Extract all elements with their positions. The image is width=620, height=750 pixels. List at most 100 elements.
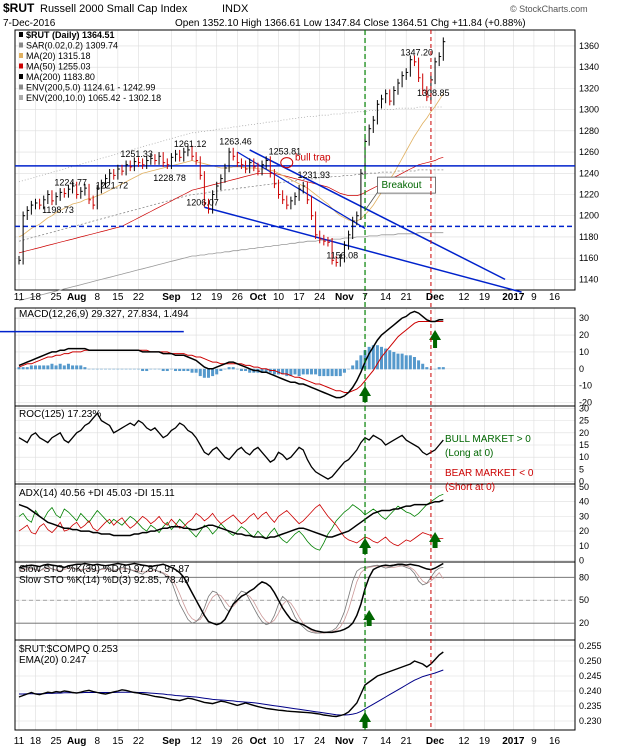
macd-histogram-bar (227, 367, 231, 370)
y-tick-label: 30 (579, 511, 589, 521)
macd-histogram-bar (136, 368, 140, 370)
x-axis-label-bottom: 2017 (502, 736, 525, 747)
macd-histogram-bar (87, 368, 91, 370)
x-axis-label-bottom: 9 (531, 736, 537, 747)
macd-histogram-bar (338, 368, 342, 377)
macd-histogram-bar (417, 360, 421, 370)
macd-histogram-bar (112, 368, 116, 370)
macd-histogram-bar (437, 367, 441, 370)
x-axis-label-bottom: 7 (362, 736, 368, 747)
legend-swatch (19, 74, 23, 79)
x-axis-label-bottom: 24 (314, 736, 326, 747)
macd-histogram-bar (161, 368, 165, 372)
legend-swatch (19, 32, 23, 37)
price-annotation: 1263.46 (219, 136, 252, 146)
macd-histogram-bar (38, 365, 42, 370)
macd-histogram-bar (285, 368, 289, 377)
buy-arrow-icon (429, 532, 442, 548)
price-annotation: 1261.12 (174, 139, 207, 149)
macd-histogram-bar (145, 368, 149, 372)
macd-histogram-bar (425, 367, 429, 370)
macd-histogram-bar (235, 368, 239, 370)
y-tick-label: 1240 (579, 168, 599, 178)
price-annotation: 1308.85 (417, 88, 450, 98)
minus-di-line (18, 504, 444, 547)
macd-histogram-bar (219, 368, 223, 372)
macd-histogram-bar (404, 355, 408, 370)
legend-swatch (19, 42, 23, 48)
price-annotation: 1224.77 (54, 177, 87, 187)
macd-histogram-bar (178, 368, 182, 372)
x-axis-label-top: 18 (30, 292, 42, 303)
macd-histogram-bar (248, 368, 252, 373)
macd-histogram-bar (149, 368, 153, 370)
macd-histogram-bar (174, 368, 178, 372)
y-tick-label: 5 (579, 464, 584, 474)
panel-frame (14, 639, 576, 731)
sto14-legend: Slow STO %K(14) %D(3) 92.85, 78.49 (19, 575, 190, 586)
macd-histogram-bar (371, 345, 375, 370)
y-tick-label: 10 (579, 541, 589, 551)
x-axis-label-top: 16 (549, 292, 561, 303)
macd-histogram-bar (141, 368, 145, 372)
ratio-legend: $RUT:$COMPQ 0.253 (19, 644, 118, 655)
y-tick-label: 50 (579, 595, 589, 605)
bear-market-subnote: (Short at 0) (445, 482, 495, 493)
ma20-line (18, 93, 444, 238)
x-axis-label-top: 25 (51, 292, 63, 303)
legend-swatch (19, 84, 23, 90)
y-tick-label: 20 (579, 330, 589, 340)
x-axis-label-bottom: 15 (112, 736, 124, 747)
y-tick-label: 30 (579, 313, 589, 323)
macd-histogram-bar (388, 350, 392, 370)
macd-histogram-bar (396, 353, 400, 370)
x-axis-label-bottom: 11 (14, 736, 25, 747)
y-tick-label: 40 (579, 497, 589, 507)
macd-histogram-bar (66, 363, 70, 370)
ratio-ema-legend: EMA(20) 0.247 (19, 655, 87, 666)
macd-histogram-bar (297, 368, 301, 377)
y-tick-label: 0.250 (579, 656, 602, 666)
brand-label: © StockCharts.com (510, 4, 588, 14)
x-axis-label-top: Aug (67, 292, 86, 303)
buy-arrow-icon (363, 610, 376, 626)
macd-histogram-bar (132, 368, 136, 370)
y-tick-label: 0 (579, 364, 584, 374)
macd-histogram-bar (421, 363, 425, 370)
macd-histogram-bar (165, 368, 169, 372)
macd-histogram-bar (75, 365, 79, 370)
x-axis-label-top: 19 (211, 292, 223, 303)
buy-arrow-icon (359, 538, 372, 554)
price-annotation: 1347.20 (400, 48, 433, 58)
ratio-line (18, 651, 444, 718)
y-tick-label: 1140 (579, 274, 598, 284)
x-axis-label-bottom: Oct (250, 736, 267, 747)
macd-histogram-bar (95, 368, 99, 370)
macd-histogram-bar (400, 353, 404, 370)
price-legend-item: ENV(200,10.0) 1065.42 - 1302.18 (26, 93, 161, 103)
y-tick-label: 20 (579, 526, 589, 536)
legend-swatch (19, 63, 23, 69)
x-axis-label-bottom: 18 (30, 736, 42, 747)
y-tick-label: 20 (579, 428, 589, 438)
price-legend-item: SAR(0.02,0.2) 1309.74 (26, 41, 118, 51)
macd-histogram-bar (198, 368, 202, 377)
macd-histogram-bar (334, 368, 338, 377)
price-annotation: 1253.81 (269, 147, 302, 157)
price-annotation: 1251.33 (120, 149, 153, 159)
buy-arrow-icon (359, 712, 372, 728)
x-axis-label-top: 21 (401, 292, 413, 303)
buy-arrow-icon (359, 386, 372, 402)
macd-histogram-bar (29, 365, 33, 370)
macd-histogram-bar (46, 365, 50, 370)
y-tick-label: 25 (579, 416, 589, 426)
x-axis-label-top: 9 (531, 292, 537, 303)
macd-histogram-bar (347, 368, 351, 370)
x-axis-label-bottom: 12 (458, 736, 470, 747)
macd-histogram-bar (71, 365, 75, 370)
plus-di-line (18, 493, 444, 551)
price-legend-item: MA(20) 1315.18 (26, 51, 91, 61)
legend-swatch (19, 95, 23, 100)
